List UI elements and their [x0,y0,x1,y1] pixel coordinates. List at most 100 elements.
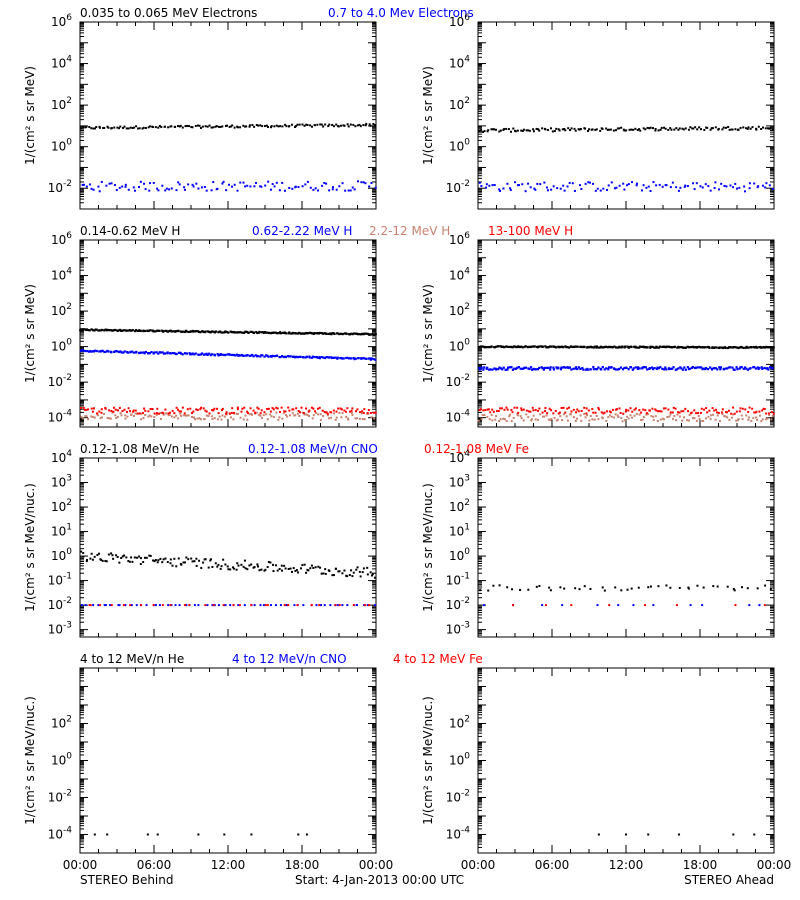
data-point [195,408,198,411]
data-point [613,416,616,419]
data-point [701,186,704,189]
data-point [90,552,93,555]
data-point [579,414,582,417]
data-point [303,124,306,127]
legend-protons-0: 0.14-0.62 MeV H [80,224,180,238]
data-point [249,185,252,188]
data-point [498,366,501,369]
data-point [204,353,207,356]
data-point [708,366,712,369]
data-point [91,410,94,413]
data-point [364,182,367,185]
data-point [181,353,184,356]
data-point [651,407,654,410]
data-point [500,345,503,348]
data-point [140,604,143,607]
data-point [101,559,104,562]
data-point [343,124,346,127]
data-point [699,411,702,414]
data-point [649,345,652,348]
data-point [763,604,766,607]
data-point [277,331,280,335]
data-point [733,589,736,592]
data-point [575,417,578,420]
data-point [733,412,736,415]
data-point [607,128,610,131]
data-point [755,416,758,419]
data-point [234,354,237,357]
data-point [514,130,517,133]
data-point [258,569,261,572]
data-point [209,331,212,334]
data-point [330,416,333,419]
data-point [747,418,750,421]
data-point [239,331,242,334]
data-point [679,346,683,349]
data-point [612,129,615,132]
data-point [115,417,118,420]
data-point [81,417,84,420]
y-tick-label: 104 [51,449,72,465]
data-point [149,554,152,557]
data-point [647,833,650,836]
data-point [228,353,231,356]
data-point [267,561,270,564]
data-point [652,181,655,184]
data-point [114,408,117,411]
data-point [95,349,98,353]
data-point [225,411,228,414]
data-point [270,415,273,418]
data-point [614,586,617,589]
data-point [584,127,587,130]
data-point [92,188,95,191]
data-point [118,561,121,564]
data-point [364,604,367,607]
data-point [628,345,631,349]
data-point [745,367,748,370]
data-point [587,409,590,412]
data-point [205,414,208,417]
data-point [191,352,194,355]
data-point [178,125,181,128]
data-point [709,189,712,192]
data-point [529,410,532,413]
data-point [659,418,662,421]
data-point [144,409,147,412]
data-point [283,331,286,334]
data-point [599,345,603,348]
data-point [559,368,562,371]
data-point [179,124,182,127]
data-point [655,367,659,370]
data-point [517,411,520,414]
data-point [147,410,150,413]
data-point [258,330,261,334]
data-point [765,345,768,349]
data-point [563,128,566,131]
data-point [223,353,226,357]
data-point [544,345,547,348]
data-point [721,128,724,131]
data-point [691,417,694,420]
data-point [341,357,344,360]
data-point [623,345,627,348]
y-tick-label: 100 [449,138,470,154]
data-point [584,182,587,185]
data-point [531,406,534,409]
data-point [513,406,516,409]
data-point [90,328,93,331]
data-point [239,354,242,357]
data-point [607,366,611,369]
data-point [568,346,571,349]
data-point [524,190,527,193]
data-point [696,584,699,587]
data-point [509,188,512,191]
data-point [661,367,664,370]
data-point [92,604,95,607]
data-point [131,560,134,563]
data-point [369,333,373,336]
data-point [667,408,670,411]
data-point [738,186,741,189]
data-point [167,414,170,417]
data-point [359,575,362,578]
data-point [547,418,550,421]
